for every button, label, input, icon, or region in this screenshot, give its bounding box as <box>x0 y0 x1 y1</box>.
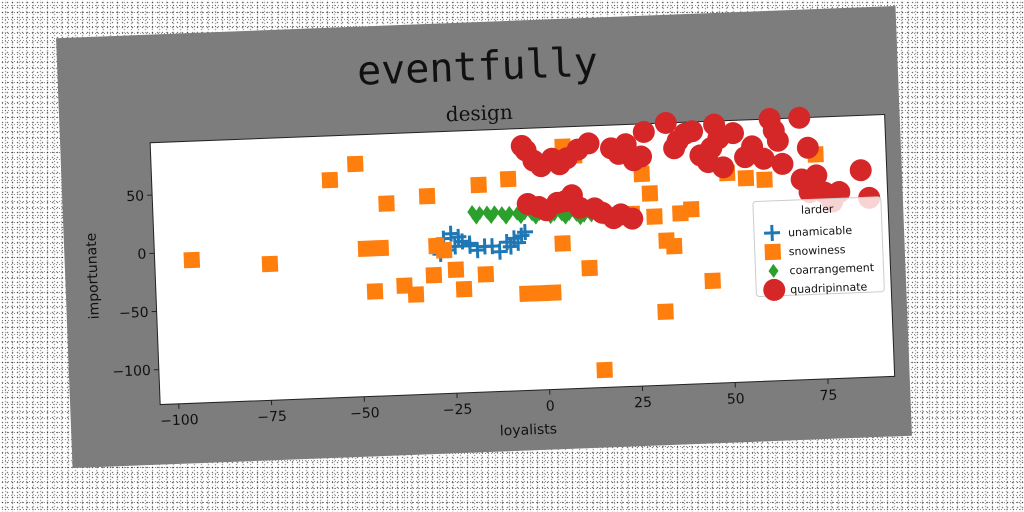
chart-title: design <box>445 100 513 127</box>
unamicable-point <box>513 227 530 244</box>
unamicable-point <box>517 224 534 241</box>
snowiness-point <box>261 255 279 273</box>
snowiness-point <box>519 285 536 303</box>
legend-marker-unamicable <box>764 224 781 241</box>
x-tick-label: 75 <box>819 388 837 405</box>
quadripinnate-point <box>828 181 851 204</box>
quadripinnate-point <box>849 159 872 182</box>
legend-label-quadripinnate: quadripinnate <box>790 280 868 296</box>
coarrangement-point <box>504 205 515 220</box>
x-tick-label: −75 <box>257 409 287 426</box>
snowiness-point <box>378 195 395 212</box>
snowiness-point <box>357 240 375 257</box>
quadripinnate-point <box>621 207 644 230</box>
quadripinnate-point <box>632 120 655 143</box>
unamicable-point <box>491 243 508 260</box>
snowiness-point <box>346 155 364 173</box>
x-tick-label: 25 <box>634 395 652 412</box>
snowiness-point <box>683 201 700 218</box>
unamicable-point <box>498 234 515 251</box>
quadripinnate-point <box>654 111 677 134</box>
quadripinnate-point <box>788 106 811 129</box>
y-axis-label: importunate <box>84 232 103 319</box>
snowiness-point <box>641 185 659 202</box>
quadripinnate-point <box>630 145 653 168</box>
snowiness-point <box>455 280 473 298</box>
unamicable-point <box>506 230 523 247</box>
x-tick-label: 50 <box>727 391 745 408</box>
quadripinnate-point <box>805 164 828 187</box>
snowiness-point <box>665 237 683 255</box>
legend-marker-quadripinnate <box>763 278 786 301</box>
snowiness-point <box>657 303 674 321</box>
coarrangement-point <box>471 210 482 225</box>
legend-box <box>752 196 885 297</box>
x-tick-label: 0 <box>546 398 556 414</box>
y-tick-label: −50 <box>119 305 149 322</box>
x-axis-label: loyalists <box>500 421 558 439</box>
y-axis-ticks: −100 −50 0 50 <box>112 188 159 380</box>
snowiness-point <box>581 259 598 277</box>
snowiness-point <box>321 171 339 189</box>
quadripinnate-point <box>796 136 819 159</box>
snowiness-point <box>366 283 384 300</box>
snowiness-point <box>477 266 495 283</box>
y-tick-label: 50 <box>126 188 144 205</box>
snowiness-point <box>704 272 721 290</box>
x-tick-label: −100 <box>160 412 199 429</box>
legend-marker-snowiness <box>764 243 782 261</box>
snowiness-point <box>737 169 755 187</box>
scatter-chart: eventfully design −100 −75 −50 −25 0 25 50 75 −… <box>84 40 896 440</box>
snowiness-point <box>499 170 517 188</box>
x-tick-label: −50 <box>350 405 380 422</box>
unamicable-point <box>469 242 486 259</box>
snowiness-point <box>554 235 571 252</box>
coarrangement-point <box>474 205 485 220</box>
legend-label-coarrangement: coarrangement <box>789 261 875 277</box>
chart-figure: eventfully design −100 −75 −50 −25 0 25 50 75 −… <box>56 6 912 468</box>
legend-marker-coarrangement <box>768 263 779 278</box>
y-tick-label: −100 <box>112 363 151 380</box>
data-points <box>183 106 881 379</box>
snowiness-point <box>470 176 487 194</box>
quadripinnate-point <box>752 147 775 170</box>
snowiness-point <box>372 239 390 257</box>
legend: larder unamicable snowiness coarrangement q… <box>752 196 885 301</box>
coarrangement-point <box>500 210 511 225</box>
quadripinnate-point <box>722 122 745 145</box>
legend-label-snowiness: snowiness <box>789 243 846 258</box>
unamicable-point <box>461 235 478 252</box>
coarrangement-point <box>486 210 497 225</box>
snowiness-point <box>418 187 436 205</box>
legend-title: larder <box>801 203 834 217</box>
legend-label-unamicable: unamicable <box>788 224 853 239</box>
snowiness-point <box>407 286 425 303</box>
y-tick-label: 0 <box>137 247 147 263</box>
snowiness-point <box>435 242 453 259</box>
x-axis-ticks: −100 −75 −50 −25 0 25 50 75 <box>160 378 838 430</box>
quadripinnate-point <box>681 120 704 143</box>
quadripinnate-point <box>766 129 789 152</box>
coarrangement-point <box>560 210 571 225</box>
coarrangement-point <box>489 205 500 220</box>
snowiness-point <box>183 251 201 269</box>
snowiness-point <box>545 284 562 302</box>
snowiness-point <box>756 171 773 189</box>
snowiness-point <box>646 208 663 225</box>
quadripinnate-point <box>771 152 794 175</box>
snowiness-point <box>596 361 613 379</box>
chart-suptitle: eventfully <box>356 40 598 95</box>
snowiness-point <box>425 266 443 284</box>
quadripinnate-point <box>712 156 735 179</box>
coarrangement-point <box>515 210 526 225</box>
x-tick-label: −25 <box>443 402 473 419</box>
snowiness-point <box>447 261 465 278</box>
quadripinnate-point <box>577 132 600 155</box>
